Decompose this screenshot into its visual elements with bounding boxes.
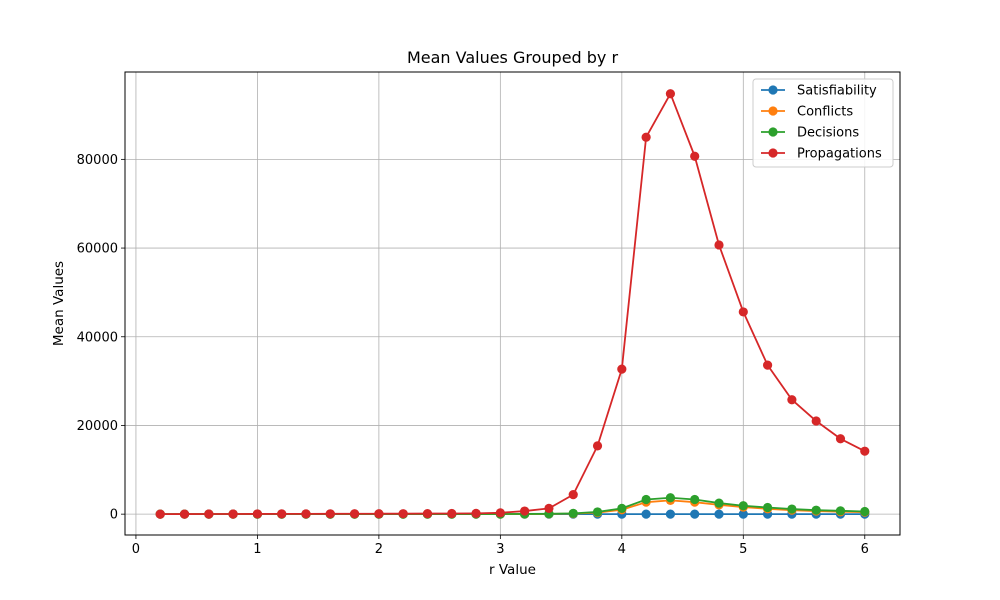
data-point-satisfiability	[665, 509, 676, 519]
y-tick-label: 20000	[77, 419, 118, 434]
legend-swatch-marker	[768, 148, 778, 158]
data-point-propagations	[349, 509, 360, 519]
x-tick-label: 4	[618, 542, 626, 557]
legend-item-satisfiability: Satisfiability	[761, 84, 877, 99]
data-point-propagations	[179, 509, 190, 519]
data-point-propagations	[665, 89, 676, 99]
data-point-propagations	[204, 509, 214, 519]
x-tick-label: 3	[496, 542, 504, 557]
y-tick-label: 80000	[77, 153, 118, 168]
x-tick-label: 6	[861, 542, 869, 557]
legend-label: Propagations	[797, 147, 882, 162]
data-point-propagations	[787, 395, 797, 405]
data-point-propagations	[714, 240, 724, 250]
data-point-propagations	[835, 434, 846, 444]
data-point-propagations	[228, 509, 238, 519]
data-point-propagations	[398, 509, 408, 519]
x-tick-label: 1	[253, 542, 261, 557]
tick-layer: 0 1 2 3 4 5 6 0 20000 40000 60000 80000	[77, 153, 869, 557]
data-point-propagations	[690, 151, 700, 161]
y-axis-label: Mean Values	[51, 261, 67, 346]
data-point-propagations	[811, 416, 821, 426]
data-point-propagations	[301, 509, 311, 519]
data-point-decisions	[811, 505, 821, 515]
data-point-propagations	[617, 364, 627, 374]
data-point-decisions	[860, 506, 870, 517]
data-point-propagations	[277, 509, 287, 519]
data-point-propagations	[860, 446, 870, 456]
data-point-propagations	[544, 503, 554, 513]
data-point-decisions	[617, 503, 627, 513]
legend-label: Conflicts	[797, 105, 853, 120]
data-point-propagations	[471, 508, 481, 518]
data-point-decisions	[592, 507, 603, 517]
y-tick-label: 0	[110, 508, 118, 523]
data-point-decisions	[714, 498, 724, 508]
data-point-propagations	[447, 508, 457, 519]
data-point-propagations	[252, 509, 263, 519]
legend-label: Satisfiability	[797, 84, 877, 99]
data-point-propagations	[325, 509, 335, 519]
data-point-propagations	[374, 509, 384, 519]
data-point-decisions	[568, 508, 578, 518]
data-point-propagations	[641, 132, 651, 142]
data-point-propagations	[422, 508, 433, 519]
series-layer	[155, 89, 870, 519]
data-point-decisions	[738, 501, 748, 511]
data-point-satisfiability	[738, 509, 748, 519]
data-point-decisions	[762, 502, 773, 513]
data-point-propagations	[592, 441, 603, 451]
y-tick-label: 40000	[77, 330, 118, 345]
x-tick-label: 0	[132, 542, 140, 557]
data-point-propagations	[568, 490, 578, 500]
legend-item-decisions: Decisions	[761, 126, 859, 141]
x-tick-label: 5	[739, 542, 747, 557]
legend-item-propagations: Propagations	[761, 147, 882, 162]
data-point-decisions	[787, 504, 797, 514]
data-point-propagations	[762, 360, 773, 370]
data-point-decisions	[690, 494, 700, 505]
data-point-propagations	[495, 508, 505, 518]
legend-item-conflicts: Conflicts	[761, 105, 853, 120]
data-point-decisions	[835, 506, 846, 516]
x-axis-label: r Value	[489, 562, 536, 578]
data-point-decisions	[641, 494, 651, 505]
series-propagations	[155, 89, 870, 519]
data-point-satisfiability	[714, 509, 724, 519]
data-point-propagations	[520, 506, 530, 516]
legend-box	[752, 78, 894, 168]
data-point-satisfiability	[690, 509, 700, 519]
legend-swatch-marker	[768, 85, 778, 95]
legend: Satisfiability Conflicts Decisions Propagat…	[752, 78, 894, 168]
data-point-propagations	[155, 509, 165, 519]
data-point-satisfiability	[641, 509, 651, 519]
x-tick-label: 2	[375, 542, 383, 557]
legend-swatch-marker	[768, 127, 778, 137]
plot-frame	[124, 71, 901, 536]
legend-label: Decisions	[797, 126, 859, 141]
chart-title: Mean Values Grouped by r	[407, 48, 619, 67]
data-point-decisions	[665, 493, 676, 503]
y-tick-label: 60000	[77, 242, 118, 257]
legend-swatch-marker	[768, 106, 778, 116]
data-point-propagations	[738, 307, 748, 317]
